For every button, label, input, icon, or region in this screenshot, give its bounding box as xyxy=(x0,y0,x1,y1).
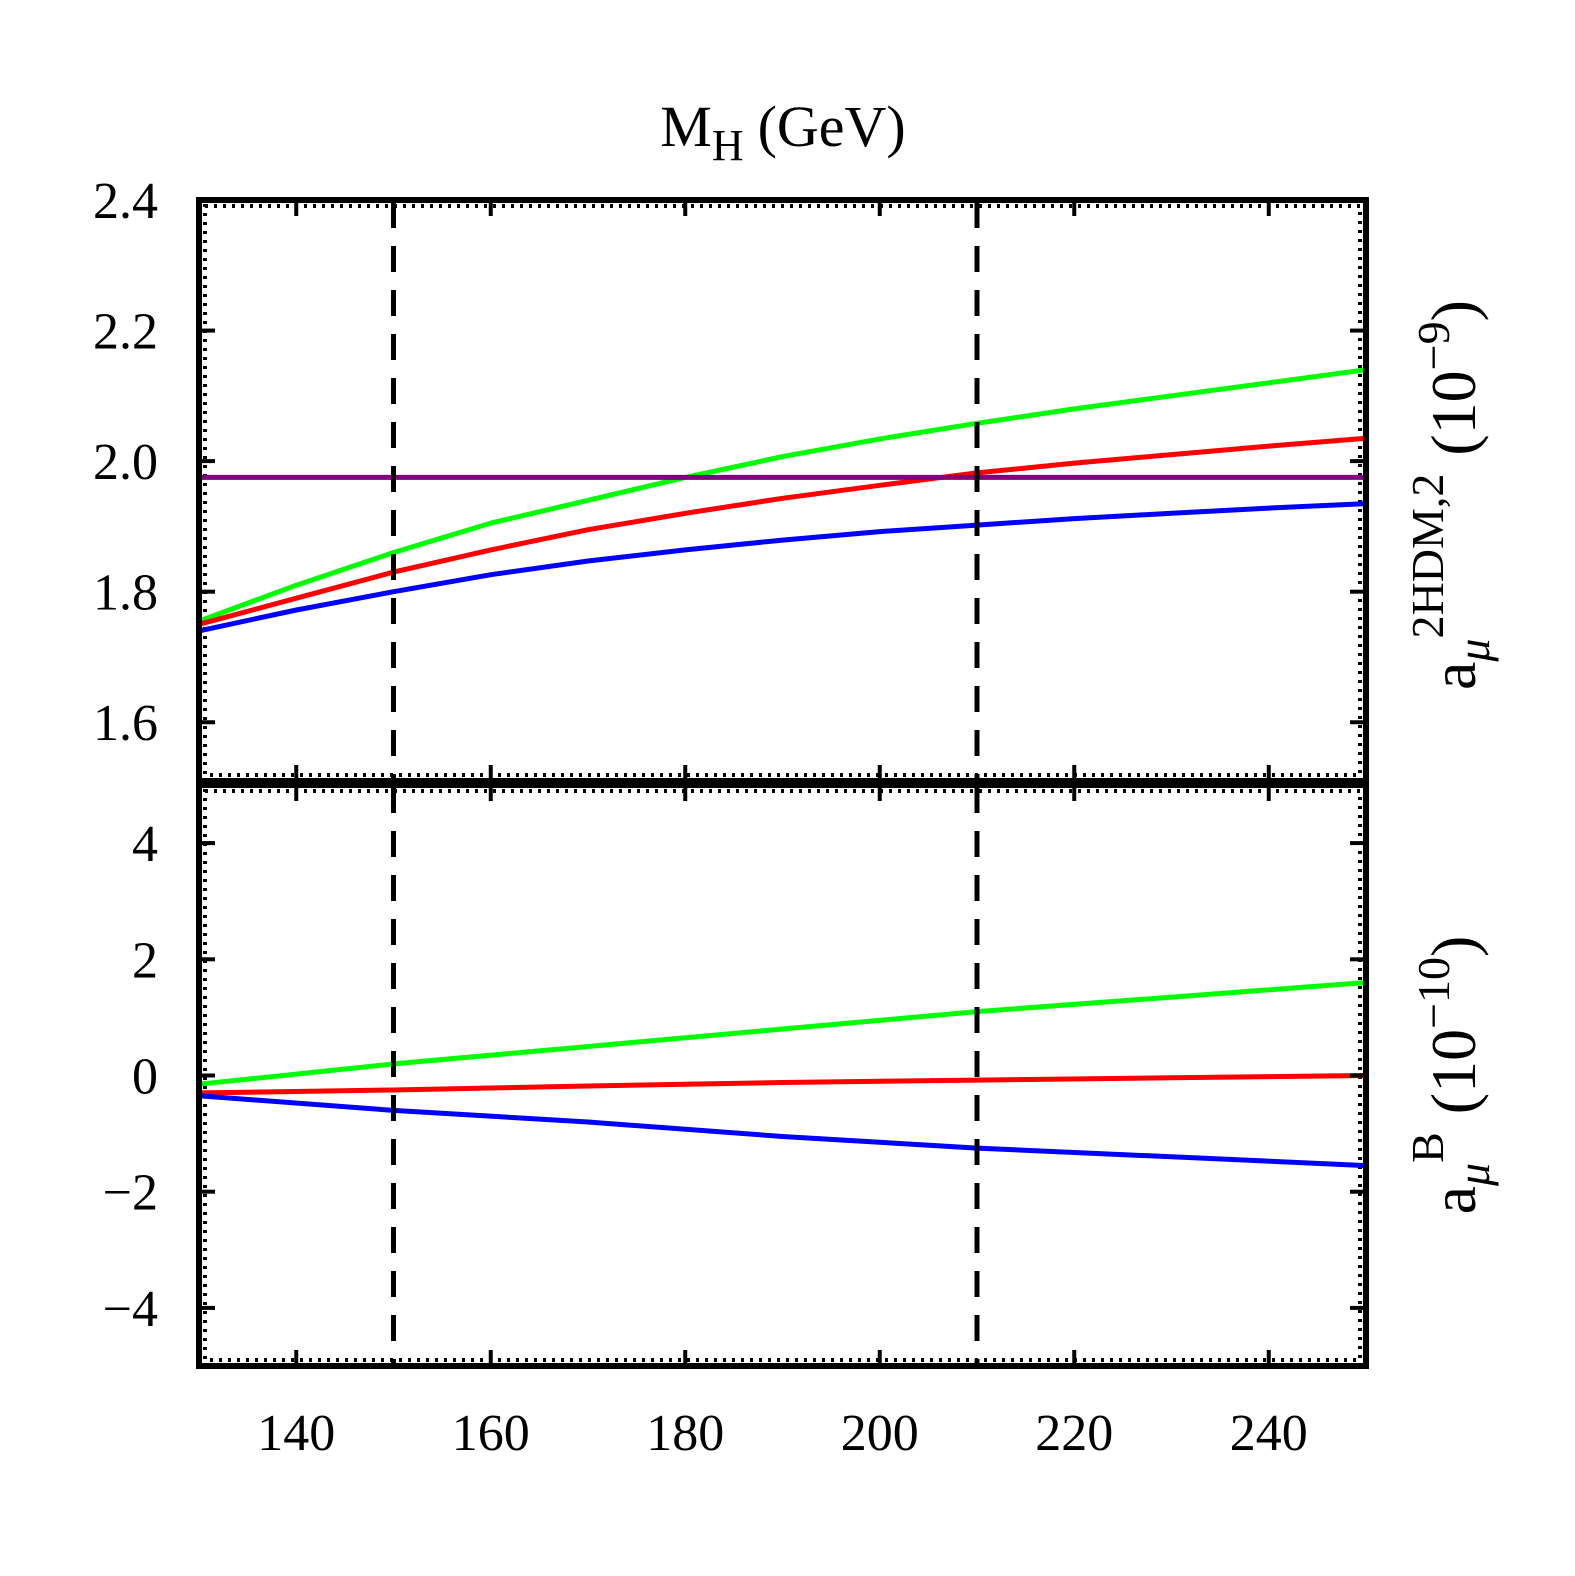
xtick-label: 140 xyxy=(257,1405,335,1462)
bottom-ytick-label: −4 xyxy=(103,1281,158,1338)
bottom-series-blue xyxy=(198,1093,1367,1169)
xtick-label: 180 xyxy=(646,1405,724,1462)
bottom-y-axis-label: aμB (10−10) xyxy=(1402,936,1499,1215)
ylabel-sup: 2HDM,2 xyxy=(1402,474,1453,639)
top-ytick-label: 1.6 xyxy=(93,695,158,752)
bottom-series-red xyxy=(198,1073,1367,1096)
xtick-label: 240 xyxy=(1230,1405,1308,1462)
bottom-ytick-label: 0 xyxy=(132,1049,158,1106)
xtick-label: 200 xyxy=(841,1405,919,1462)
bottom-ytick-label: 4 xyxy=(132,816,158,873)
top-ytick-label: 1.8 xyxy=(93,565,158,622)
x-axis-title-main: M xyxy=(660,94,712,159)
top-ytick-label: 2.2 xyxy=(93,304,158,361)
ylabel-sub: μ xyxy=(1448,638,1499,662)
ylabel-unit-close: ) xyxy=(1418,300,1489,321)
labels-layer: 1.61.82.02.22.4aμ2HDM,2(10−9)−4−2024aμB(… xyxy=(93,173,1499,1462)
grid-layer xyxy=(203,204,1362,1362)
x-axis-title-unit: (GeV) xyxy=(758,94,906,159)
top-y-axis-label: aμ2HDM,2 (10−9) xyxy=(1402,300,1499,690)
ticks-layer xyxy=(199,200,1366,1366)
top-ytick-label: 2.0 xyxy=(93,434,158,491)
frames-layer xyxy=(196,197,1369,1369)
xtick-label: 220 xyxy=(1035,1405,1113,1462)
ylabel-unit-open: (10 xyxy=(1418,370,1489,455)
bottom-dotted-border xyxy=(203,789,1362,1362)
ylabel-base: a xyxy=(1418,662,1489,690)
bottom-ytick-label: 2 xyxy=(132,932,158,989)
x-axis-title-sub: H xyxy=(712,121,744,170)
top-frame xyxy=(196,197,1369,784)
ylabel-unit-close: ) xyxy=(1418,936,1489,957)
series-layer xyxy=(198,367,1367,1169)
top-dotted-border xyxy=(203,204,1362,777)
x-axis-title: MH (GeV) xyxy=(660,94,906,170)
top-series-green xyxy=(198,367,1367,624)
xtick-label: 160 xyxy=(452,1405,530,1462)
bottom-series-green xyxy=(198,980,1367,1087)
ylabel-base: a xyxy=(1418,1186,1489,1214)
ylabel-sub: μ xyxy=(1448,1163,1499,1187)
ylabel-unit-exp: −9 xyxy=(1408,321,1459,370)
ylabel-unit-open: (10 xyxy=(1418,1029,1489,1114)
vlines-layer xyxy=(391,202,980,1364)
top-series-blue xyxy=(198,501,1367,634)
top-ytick-label: 2.4 xyxy=(93,173,158,230)
bottom-ytick-label: −2 xyxy=(103,1165,158,1222)
ylabel-unit-exp: −10 xyxy=(1408,957,1459,1029)
ylabel-sup: B xyxy=(1402,1132,1453,1163)
